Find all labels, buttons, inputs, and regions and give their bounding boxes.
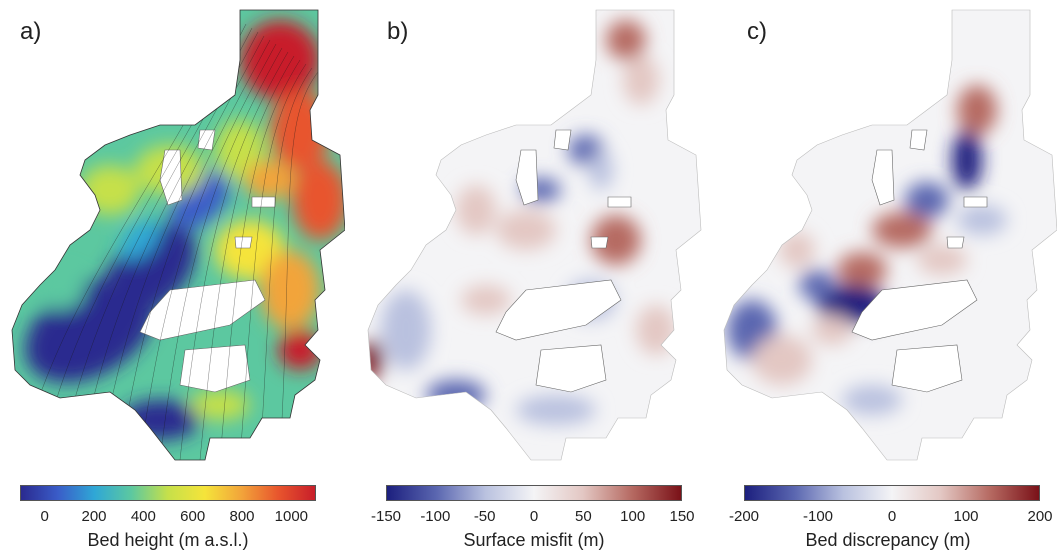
colorbar-tick-label: -200	[728, 508, 760, 525]
colorbar-tick-label: -50	[473, 508, 496, 525]
panel-label-b: b)	[387, 18, 409, 45]
panel-surface-misfit: b) -150 -100 -50 0 50 100 150 Surface misfit (…	[352, 0, 702, 556]
colorbar-tick-label: 800	[229, 508, 255, 525]
colorbar-bed-discrepancy	[744, 485, 1040, 501]
colorbar-tick-label: 0	[529, 508, 539, 525]
colorbar-tick-label: -100	[420, 508, 451, 525]
panel-bed-discrepancy: c) -200 -100 0 100 200 Bed discrepancy (m)	[712, 0, 1057, 556]
colorbar-tick-label: 100	[953, 508, 979, 525]
colorbar-tick-label: 200	[1027, 508, 1053, 525]
colorbar-tick-label: 100	[620, 508, 646, 525]
colorbar-tick-label: 0	[887, 508, 897, 525]
colorbar-tick-label: 600	[180, 508, 206, 525]
colorbar-tick-label: 50	[574, 508, 592, 525]
colorbar-bed-height	[20, 485, 316, 501]
colorbar-surface-misfit	[386, 485, 682, 501]
colorbar-tick-label: 150	[669, 508, 695, 525]
panel-bed-height: a) 0 200 400 600 800 1000 Bed height (m a.s.l…	[0, 0, 345, 556]
colorbar-tick-label: 1000	[274, 508, 309, 525]
colorbar-title-c: Bed discrepancy (m)	[805, 530, 971, 550]
panel-label-a: a)	[20, 18, 42, 45]
panel-label-c: c)	[747, 18, 767, 45]
colorbar-tick-label: 400	[130, 508, 156, 525]
colorbar-tick-label: 0	[40, 508, 49, 525]
colorbar-tick-label: 200	[81, 508, 107, 525]
surface-misfit-map	[367, 9, 702, 461]
colorbar-tick-label: -150	[370, 508, 402, 525]
colorbar-title-b: Surface misfit (m)	[463, 530, 605, 550]
colorbar-title-a: Bed height (m a.s.l.)	[87, 530, 249, 550]
bed-discrepancy-map	[723, 9, 1057, 461]
bed-height-map	[11, 9, 345, 461]
colorbar-tick-label: -100	[802, 508, 834, 525]
